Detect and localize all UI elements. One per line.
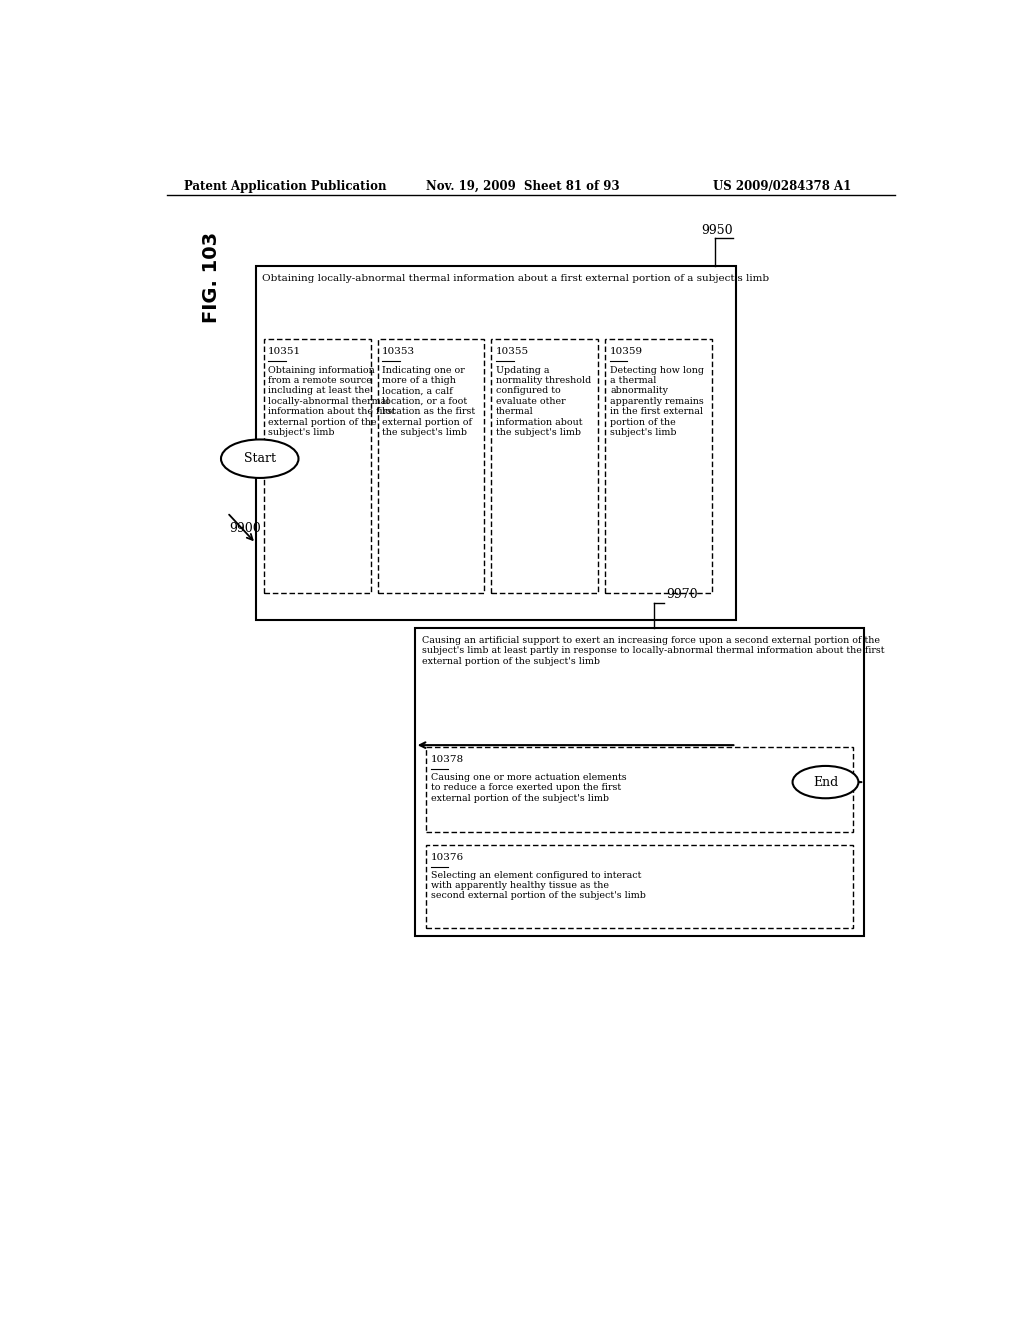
Text: Indicating one or
more of a thigh
location, a calf
location, or a foot
location : Indicating one or more of a thigh locati… [382,366,475,437]
Text: 9900: 9900 [228,521,260,535]
Bar [492,339,598,594]
Bar [426,845,853,928]
Text: 10378: 10378 [431,755,464,764]
Ellipse shape [221,440,299,478]
Text: 9970: 9970 [666,589,697,601]
Text: Obtaining information
from a remote source
including at least the
locally-abnorm: Obtaining information from a remote sour… [268,366,396,437]
Ellipse shape [793,766,858,799]
Text: Causing an artificial support to exert an increasing force upon a second externa: Causing an artificial support to exert a… [423,636,885,665]
Bar [415,628,864,936]
Bar [378,339,484,594]
Bar [426,747,853,832]
Bar [256,267,736,620]
Text: Nov. 19, 2009  Sheet 81 of 93: Nov. 19, 2009 Sheet 81 of 93 [426,180,620,193]
Text: Updating a
normality threshold
configured to
evaluate other
thermal
information : Updating a normality threshold configure… [496,366,592,437]
Text: Detecting how long
a thermal
abnormality
apparently remains
in the first externa: Detecting how long a thermal abnormality… [610,366,705,437]
Text: 9950: 9950 [700,224,732,238]
Text: 10355: 10355 [496,347,529,356]
Bar [263,339,371,594]
Bar [605,339,713,594]
Text: Selecting an element configured to interact
with apparently healthy tissue as th: Selecting an element configured to inter… [431,871,646,900]
Text: End: End [813,776,838,788]
Text: US 2009/0284378 A1: US 2009/0284378 A1 [713,180,851,193]
Text: 10376: 10376 [431,853,464,862]
Text: Obtaining locally-abnormal thermal information about a first external portion of: Obtaining locally-abnormal thermal infor… [262,275,769,282]
Text: Patent Application Publication: Patent Application Publication [183,180,386,193]
Text: 10353: 10353 [382,347,416,356]
Text: FIG. 103: FIG. 103 [202,231,221,322]
Text: Causing one or more actuation elements
to reduce a force exerted upon the first
: Causing one or more actuation elements t… [431,774,627,803]
Text: 10351: 10351 [268,347,301,356]
Text: 10359: 10359 [610,347,643,356]
Text: Start: Start [244,453,275,465]
